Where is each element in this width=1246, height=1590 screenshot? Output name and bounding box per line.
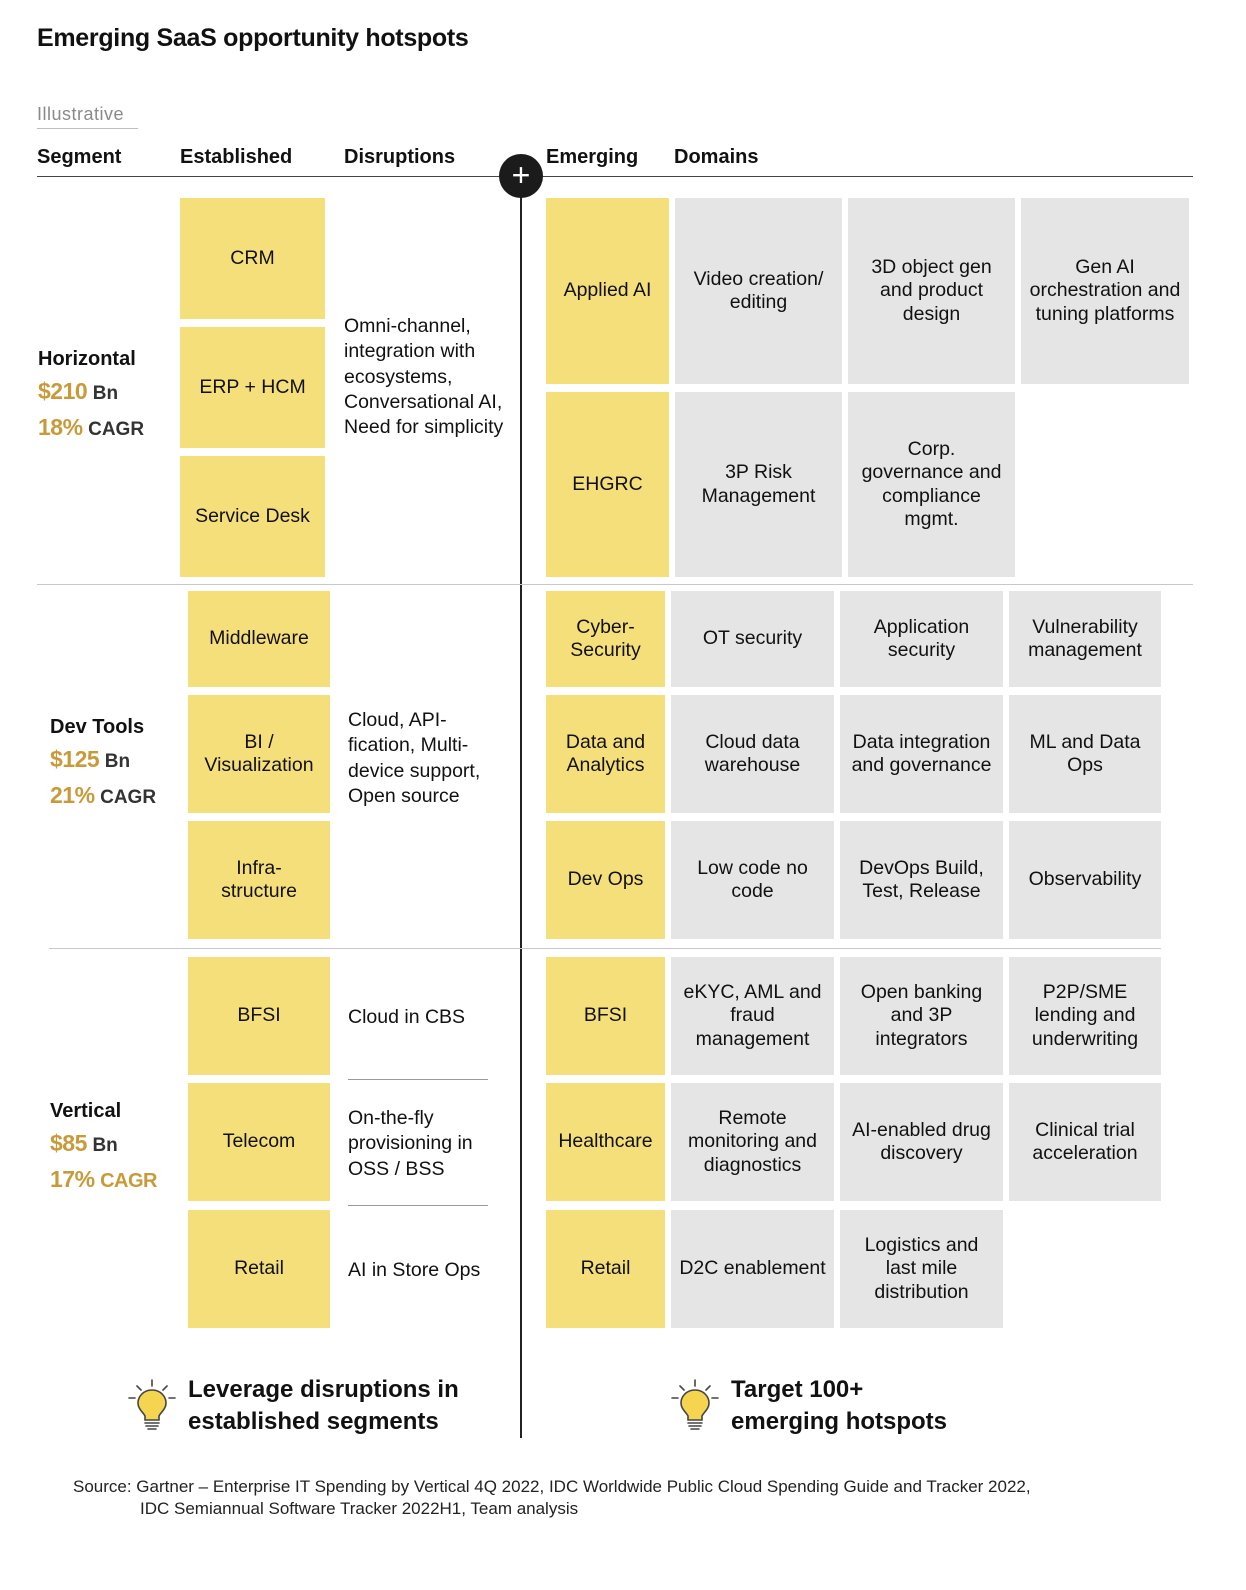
segment-name: Dev Tools	[50, 716, 145, 738]
segment-cagr: 18%	[38, 413, 83, 440]
header-segment: Segment	[37, 146, 122, 168]
domain-p2p-lending: P2P/SME lending and underwriting	[1009, 957, 1161, 1075]
domain-3d-object-gen: 3D object gen and product design	[848, 198, 1015, 384]
domain-clinical-trial: Clinical trial acceleration	[1009, 1083, 1161, 1201]
disruptions-dev-tools: Cloud, API-fication, Multi-device suppor…	[348, 709, 481, 808]
disruption-oss-bss: On-the-fly provisioning in OSS / BSS	[348, 1107, 473, 1180]
lightbulb-icon	[671, 1379, 719, 1430]
page-title: Emerging SaaS opportunity hotspots	[37, 24, 469, 52]
segment-unit: Bn	[104, 751, 131, 772]
segment-cagr: 17%	[50, 1165, 95, 1192]
domain-ekyc-aml: eKYC, AML and fraud management	[671, 957, 834, 1075]
header-domains: Domains	[674, 146, 759, 168]
domain-drug-discovery: AI-enabled drug discovery	[840, 1083, 1003, 1201]
segment-cagr-label: CAGR	[100, 786, 157, 808]
domain-d2c-enablement: D2C enablement	[671, 1210, 834, 1328]
domain-devops-build: DevOps Build, Test, Release	[840, 821, 1003, 939]
source-note: Source: Gartner – Enterprise IT Spending…	[73, 1476, 1031, 1520]
illustrative-label: Illustrative	[37, 104, 125, 124]
segment-cagr-label: CAGR	[88, 418, 145, 440]
section-divider-1	[37, 584, 1193, 585]
segment-cagr-label: CAGR	[100, 1169, 157, 1192]
established-middleware: Middleware	[188, 591, 330, 687]
domain-gen-ai-orchestration: Gen AI orchestration and tuning platform…	[1021, 198, 1189, 384]
takeaway-right-line-1: Target 100+	[731, 1376, 864, 1403]
segment-unit: Bn	[92, 383, 119, 404]
established-infrastructure: Infra-structure	[188, 821, 330, 939]
domain-data-integration: Data integration and governance	[840, 695, 1003, 813]
takeaway-left-line-2: established segments	[188, 1408, 439, 1436]
established-bfsi: BFSI	[188, 957, 330, 1075]
emerging-ehgrc: EHGRC	[546, 392, 669, 577]
takeaway-left: Leverage disruptions in established segm…	[188, 1374, 459, 1439]
takeaway-right: Target 100+ emerging hotspots	[731, 1374, 947, 1439]
disruption-store-ops: AI in Store Ops	[348, 1259, 481, 1281]
header-established: Established	[180, 146, 293, 168]
source-line-1: Source: Gartner – Enterprise IT Spending…	[73, 1477, 1031, 1496]
lightbulb-icon	[128, 1379, 176, 1430]
header-divider	[37, 176, 1193, 177]
domain-3p-risk: 3P Risk Management	[675, 392, 842, 577]
segment-vertical: Vertical $85 Bn 17% CAGR	[50, 1096, 157, 1197]
domain-application-security: Application security	[840, 591, 1003, 687]
emerging-bfsi: BFSI	[546, 957, 665, 1075]
domain-remote-monitoring: Remote monitoring and diagnostics	[671, 1083, 834, 1201]
segment-horizontal: Horizontal $210 Bn 18% CAGR	[38, 344, 144, 445]
domain-vulnerability-management: Vulnerability management	[1009, 591, 1161, 687]
established-retail: Retail	[188, 1210, 330, 1328]
disruption-cloud-cbs: Cloud in CBS	[348, 1006, 466, 1028]
domain-low-code: Low code no code	[671, 821, 834, 939]
illustrative-underline	[37, 128, 138, 129]
disruption-divider-2	[348, 1205, 488, 1206]
established-telecom: Telecom	[188, 1083, 330, 1201]
segment-name: Vertical	[50, 1100, 122, 1122]
segment-cagr: 21%	[50, 781, 95, 808]
emerging-dev-ops: Dev Ops	[546, 821, 665, 939]
disruption-divider-1	[348, 1079, 488, 1080]
domain-ml-data-ops: ML and Data Ops	[1009, 695, 1161, 813]
header-disruptions: Disruptions	[344, 146, 456, 168]
domain-logistics: Logistics and last mile distribution	[840, 1210, 1003, 1328]
source-line-2: IDC Semiannual Software Tracker 2022H1, …	[140, 1499, 579, 1519]
disruptions-horizontal: Omni-channel, integration with ecosystem…	[344, 315, 504, 439]
takeaway-left-line-1: Leverage disruptions in	[188, 1376, 459, 1403]
domain-corp-governance: Corp. governance and compliance mgmt.	[848, 392, 1015, 577]
emerging-applied-ai: Applied AI	[546, 198, 669, 384]
emerging-retail: Retail	[546, 1210, 665, 1328]
emerging-healthcare: Healthcare	[546, 1083, 665, 1201]
established-service-desk: Service Desk	[180, 456, 325, 577]
section-divider-2	[49, 948, 1161, 949]
domain-ot-security: OT security	[671, 591, 834, 687]
segment-value: $210	[38, 378, 88, 404]
domain-open-banking: Open banking and 3P integrators	[840, 957, 1003, 1075]
segment-value: $85	[50, 1130, 87, 1156]
segment-name: Horizontal	[38, 348, 136, 370]
segment-value: $125	[50, 746, 100, 772]
established-erp-hcm: ERP + HCM	[180, 327, 325, 448]
established-crm: CRM	[180, 198, 325, 319]
header-emerging: Emerging	[546, 146, 639, 168]
domain-video-creation: Video creation/ editing	[675, 198, 842, 384]
takeaway-right-line-2: emerging hotspots	[731, 1408, 948, 1436]
emerging-data-analytics: Data and Analytics	[546, 695, 665, 813]
domain-cloud-data-warehouse: Cloud data warehouse	[671, 695, 834, 813]
center-divider	[520, 176, 522, 1438]
emerging-cyber-security: Cyber-Security	[546, 591, 665, 687]
established-bi-visualization: BI / Visualization	[188, 695, 330, 813]
plus-icon: +	[499, 154, 543, 198]
domain-observability: Observability	[1009, 821, 1161, 939]
segment-unit: Bn	[92, 1135, 118, 1156]
segment-dev-tools: Dev Tools $125 Bn 21% CAGR	[50, 712, 156, 813]
